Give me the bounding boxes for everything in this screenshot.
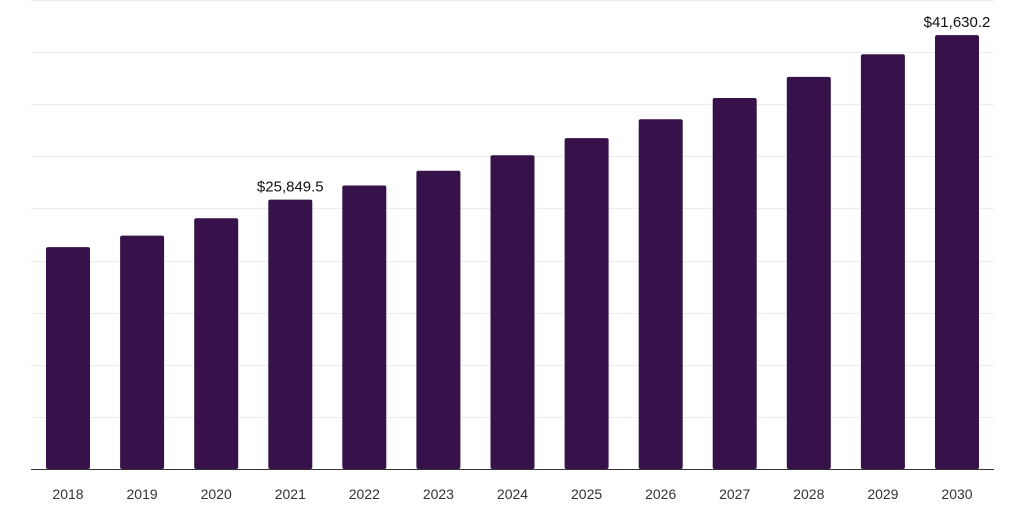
bar-2030 (935, 35, 979, 469)
bar-2027 (712, 98, 757, 469)
bar-2022 (342, 185, 387, 469)
x-tick-label: 2026 (645, 486, 676, 502)
x-tick-label: 2023 (423, 486, 454, 502)
x-tick-label: 2019 (127, 486, 158, 502)
x-tick-label: 2030 (941, 486, 972, 502)
x-tick-label: 2022 (349, 486, 380, 502)
bar-2023 (416, 170, 461, 469)
x-tick-label: 2027 (719, 486, 750, 502)
bar-2019 (120, 235, 165, 469)
x-tick-label: 2024 (497, 486, 528, 502)
bar-2018 (46, 247, 90, 469)
x-tick-label: 2018 (52, 486, 83, 502)
bar-2026 (638, 119, 683, 470)
bar-2020 (194, 218, 239, 469)
data-label: $41,630.2 (924, 14, 991, 31)
x-tick-label: 2028 (793, 486, 824, 502)
data-labels: $25,849.5 $41,630.2 (257, 14, 990, 196)
bar-2029 (860, 54, 905, 469)
bar-2024 (490, 155, 535, 470)
bar-2028 (786, 76, 831, 470)
bars (46, 35, 979, 470)
bar-2025 (564, 138, 609, 469)
x-tick-label: 2021 (275, 486, 306, 502)
bar-2021 (268, 199, 313, 469)
data-label: $25,849.5 (257, 179, 324, 196)
x-tick-label: 2029 (867, 486, 898, 502)
x-tick-labels: 2018 2019 2020 2021 2022 2023 2024 2025 2026 2027… (52, 486, 972, 502)
x-tick-label: 2020 (201, 486, 232, 502)
x-tick-label: 2025 (571, 486, 602, 502)
